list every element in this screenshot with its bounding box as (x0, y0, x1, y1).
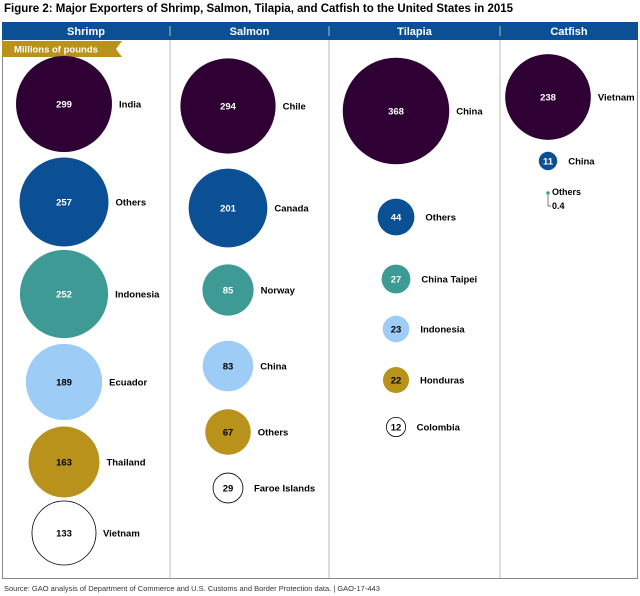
value-label: 67 (223, 428, 234, 439)
category-label: Thailand (106, 458, 145, 469)
bubble (382, 366, 410, 394)
bubble (205, 409, 251, 455)
value-label: 22 (391, 376, 402, 387)
bubble (538, 151, 558, 171)
value-label: 252 (56, 290, 72, 301)
bubble (385, 416, 407, 438)
value-label: 163 (56, 458, 72, 469)
bubble (377, 198, 415, 236)
category-label: Indonesia (420, 325, 465, 336)
bubble (19, 249, 109, 339)
bubble-group: 23 Indonesia (382, 315, 465, 343)
category-label: Faroe Islands (254, 484, 315, 495)
category-label: China (260, 362, 287, 373)
bubble-group: 67 Others (205, 409, 289, 455)
bubble (342, 57, 450, 165)
category-label: Vietnam (103, 529, 140, 540)
unit-banner (2, 41, 122, 57)
category-label: Indonesia (115, 290, 160, 301)
header-bar (2, 22, 638, 40)
category-label: China (568, 157, 595, 168)
bubble-group: 12 Colombia (385, 416, 461, 438)
bubble-group: 29 Faroe Islands (212, 472, 315, 504)
bubble (16, 56, 112, 152)
bubble (202, 264, 254, 316)
bubble (546, 191, 550, 195)
category-label: Vietnam (598, 93, 635, 104)
source-note: Source: GAO analysis of Department of Co… (4, 584, 380, 593)
category-label: China Taipei (421, 275, 477, 286)
panel-header-tilapia: Tilapia (397, 26, 433, 38)
bubble (180, 58, 276, 154)
category-label: Canada (274, 204, 309, 215)
value-label: 294 (220, 102, 237, 113)
category-label: Others (425, 213, 456, 224)
value-label: 238 (540, 93, 556, 104)
bubble-group: 252 Indonesia (19, 249, 160, 339)
bubble-group: Others 0.4 (546, 187, 581, 211)
bubble (19, 157, 109, 247)
value-label: 29 (223, 484, 234, 495)
bubble-group: 201 Canada (188, 168, 309, 248)
bubble-group: 189 Ecuador (25, 343, 147, 421)
bubble (25, 343, 103, 421)
value-label: 0.4 (552, 201, 565, 211)
bubble (382, 315, 410, 343)
category-label: Ecuador (109, 378, 147, 389)
bubble (31, 500, 97, 566)
category-label: Others (258, 428, 289, 439)
bubble-group: 83 China (202, 340, 287, 392)
bubble-group: 27 China Taipei (381, 264, 477, 294)
category-label: Norway (261, 286, 296, 297)
unit-label: Millions of pounds (14, 45, 98, 56)
value-label: 11 (543, 157, 554, 168)
bubble-group: 368 China (342, 57, 483, 165)
bubble-group: 11 China (538, 151, 595, 171)
value-label: 257 (56, 198, 72, 209)
value-label: 27 (391, 275, 402, 286)
bubble (202, 340, 254, 392)
bubble (505, 54, 591, 140)
panel-header-shrimp: Shrimp (67, 26, 105, 38)
value-label: 368 (388, 107, 404, 118)
leader-line (547, 195, 551, 207)
category-label: Chile (283, 102, 306, 113)
bubble-group: 22 Honduras (382, 366, 464, 394)
bubble (381, 264, 411, 294)
value-label: 83 (223, 362, 234, 373)
value-label: 23 (391, 325, 402, 336)
bubble-group: 85 Norway (202, 264, 296, 316)
value-label: 201 (220, 204, 237, 215)
category-label: Others (552, 187, 581, 197)
bubble (28, 426, 100, 498)
bubble (188, 168, 268, 248)
bubble-group: 294 Chile (180, 58, 306, 154)
panel-header-catfish: Catfish (550, 26, 588, 38)
figure-title: Figure 2: Major Exporters of Shrimp, Sal… (4, 3, 514, 15)
value-label: 12 (391, 423, 402, 434)
category-label: Colombia (417, 423, 461, 434)
category-label: China (456, 107, 483, 118)
bubble-group: 133 Vietnam (31, 500, 140, 566)
value-label: 189 (56, 378, 72, 389)
bubble-group: 299 India (16, 56, 142, 152)
value-label: 85 (223, 286, 234, 297)
panel-header-salmon: Salmon (230, 26, 270, 38)
value-label: 299 (56, 100, 72, 111)
bubble (212, 472, 244, 504)
bubble-group: 238 Vietnam (505, 54, 635, 140)
value-label: 133 (56, 529, 72, 540)
bubble-group: 163 Thailand (28, 426, 146, 498)
category-label: India (119, 100, 142, 111)
bubble-group: 257 Others (19, 157, 147, 247)
value-label: 44 (391, 213, 402, 224)
category-label: Honduras (420, 376, 464, 387)
category-label: Others (116, 198, 147, 209)
bubble-group: 44 Others (377, 198, 456, 236)
